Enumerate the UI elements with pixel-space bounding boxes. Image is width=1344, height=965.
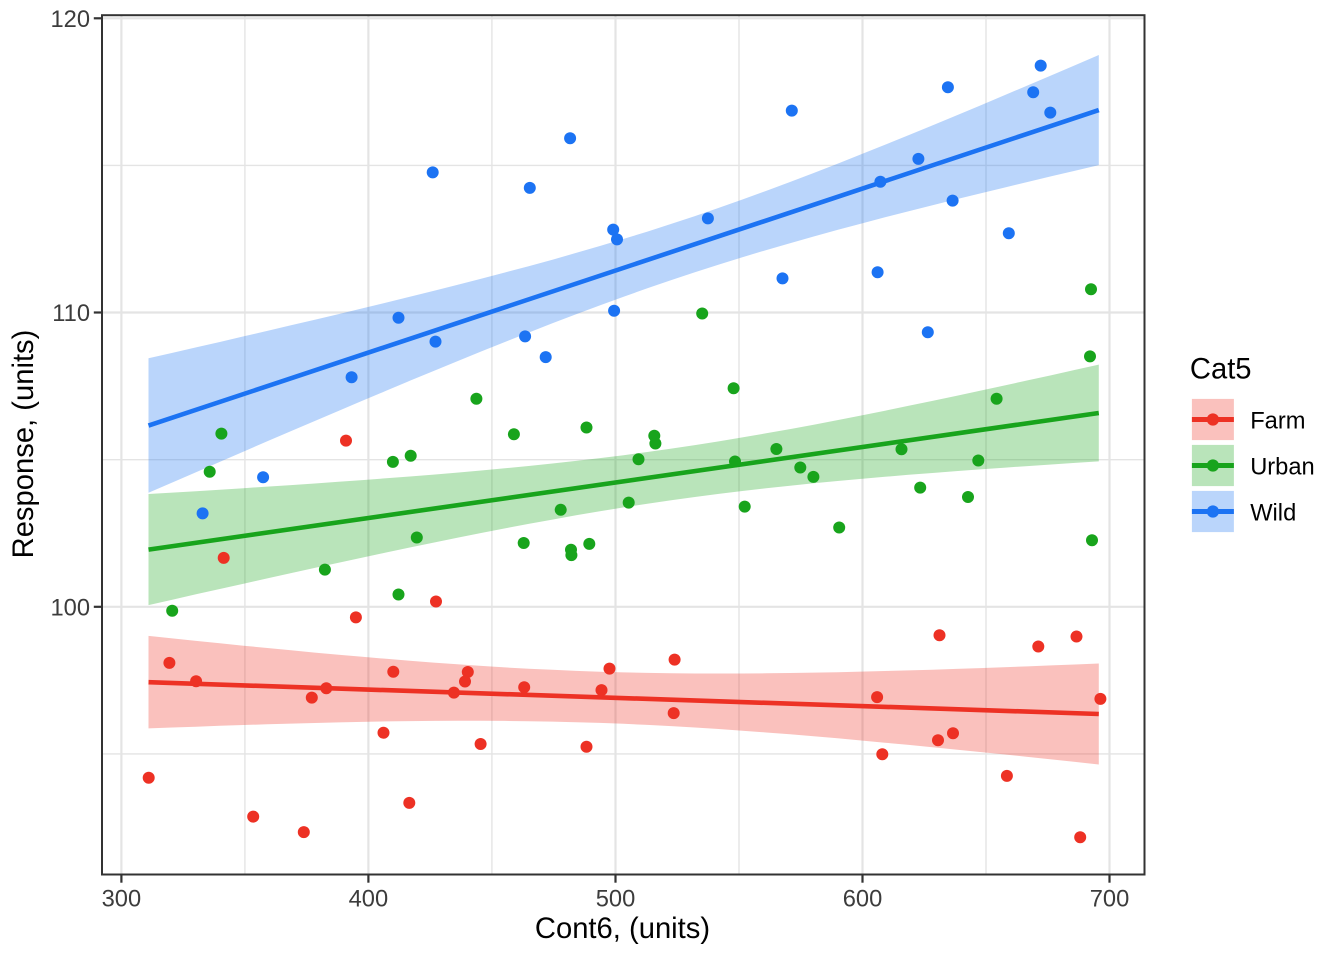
svg-text:Cat5: Cat5 [1190, 354, 1252, 386]
svg-text:Cont6, (units): Cont6, (units) [535, 913, 710, 945]
svg-text:100: 100 [50, 595, 90, 621]
svg-text:Response, (units): Response, (units) [8, 330, 40, 559]
svg-text:600: 600 [843, 887, 883, 913]
svg-text:Wild: Wild [1250, 501, 1296, 527]
svg-text:500: 500 [596, 887, 636, 913]
svg-text:400: 400 [349, 887, 389, 913]
svg-text:120: 120 [50, 7, 90, 33]
svg-text:110: 110 [52, 301, 90, 327]
svg-text:Urban: Urban [1250, 455, 1315, 481]
svg-text:300: 300 [102, 887, 142, 913]
svg-text:Farm: Farm [1250, 409, 1305, 435]
svg-text:700: 700 [1090, 887, 1130, 913]
